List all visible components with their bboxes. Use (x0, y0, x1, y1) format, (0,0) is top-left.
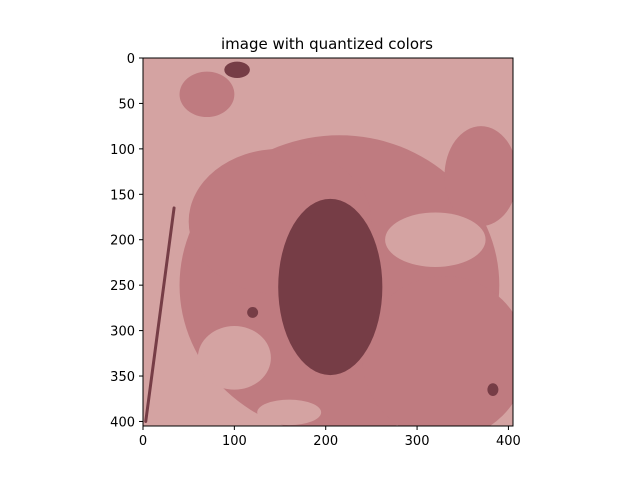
x-tick-label: 100 (222, 434, 247, 449)
image-region-dark-8 (278, 199, 382, 375)
x-tick-label: 200 (313, 434, 338, 449)
y-tick-label: 300 (110, 325, 135, 340)
y-tick-label: 250 (110, 279, 135, 294)
y-tick-label: 200 (110, 234, 135, 249)
image-region-light-7 (257, 400, 321, 425)
image-region-medium-3 (180, 72, 235, 117)
y-tick-label: 400 (110, 415, 135, 430)
image-region-medium-2 (362, 276, 526, 440)
image-region-dark-10 (487, 383, 498, 396)
x-tick-label: 300 (405, 434, 430, 449)
chart-title: image with quantized colors (221, 35, 433, 53)
y-tick-label: 100 (110, 143, 135, 158)
image-region-medium-4 (444, 126, 517, 226)
y-tick-label: 150 (110, 188, 135, 203)
x-tick-label: 400 (496, 434, 521, 449)
x-tick-label: 0 (139, 434, 147, 449)
image-region-dark-9 (224, 62, 250, 78)
y-tick-label: 50 (118, 97, 135, 112)
y-tick-label: 350 (110, 370, 135, 385)
quantized-image (143, 58, 527, 440)
image-region-dark-11 (247, 307, 258, 318)
image-region-light-5 (198, 326, 271, 390)
image-region-light-6 (385, 212, 485, 267)
y-tick-label: 0 (127, 52, 135, 67)
